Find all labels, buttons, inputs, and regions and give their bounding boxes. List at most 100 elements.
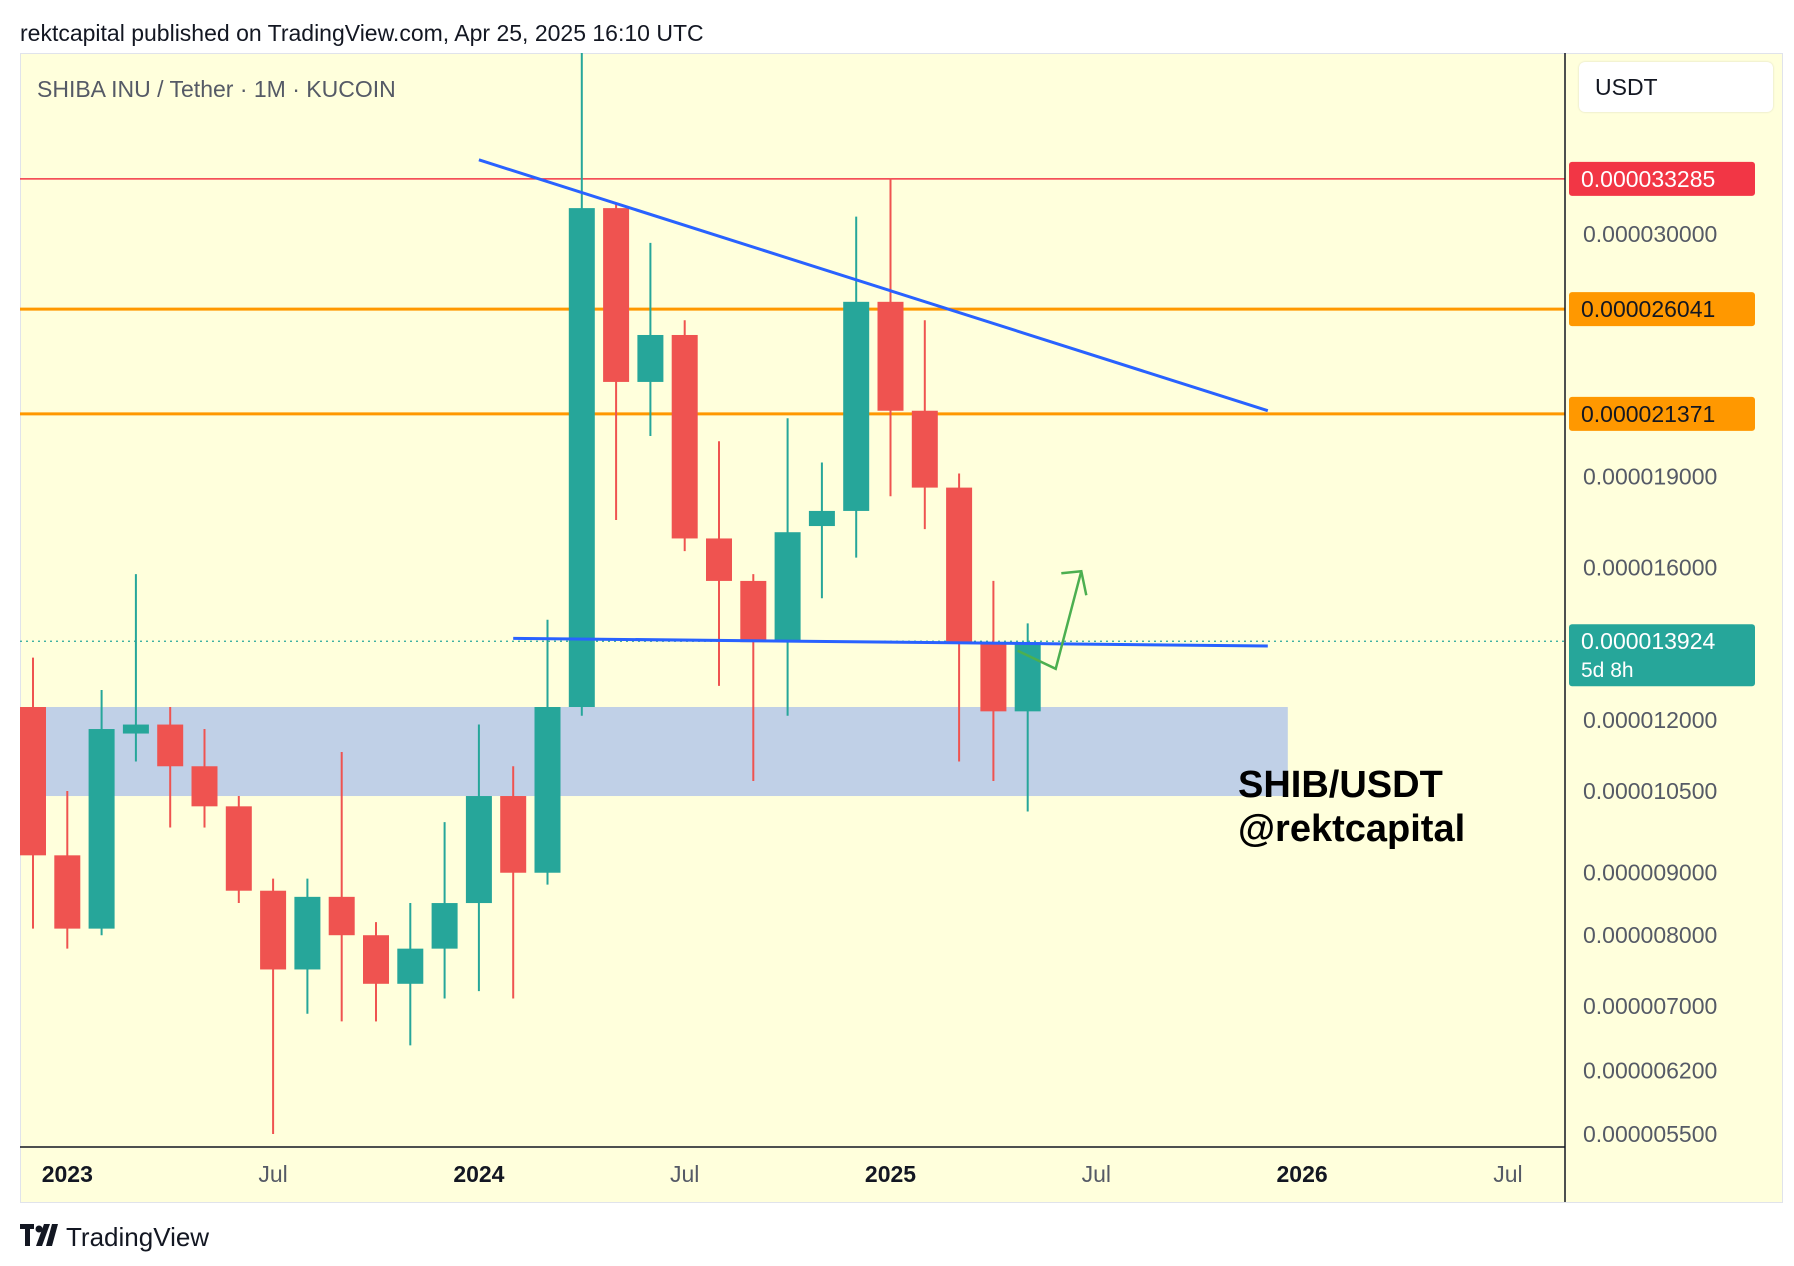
- price-label-2: 0.000021371: [1581, 401, 1715, 427]
- candle-body: [20, 707, 46, 856]
- candle-body: [294, 896, 321, 970]
- trendline-descending: [478, 158, 1269, 413]
- candle-body: [534, 707, 561, 873]
- candle-2023-04: [157, 707, 184, 828]
- candle-2023-10: [363, 922, 389, 1022]
- demand-zone: [20, 707, 1288, 797]
- candle-2024-12: [843, 216, 870, 558]
- candle-body: [397, 948, 424, 984]
- y-tick-label: 0.000030000: [1583, 221, 1717, 247]
- candle-2025-01: [877, 178, 904, 497]
- candle-2024-03: [534, 619, 561, 885]
- candle-2023-09: [328, 751, 355, 1022]
- candle-body: [122, 724, 149, 734]
- currency-selector[interactable]: USDT: [1579, 62, 1773, 112]
- candle-2023-02: [88, 690, 115, 936]
- footer-brand-name: TradingView: [66, 1221, 210, 1252]
- y-tick-label: 0.000007000: [1583, 993, 1717, 1019]
- candle-body: [328, 896, 355, 936]
- chart-watermark: SHIB/USDT @rektcapital: [1238, 763, 1465, 851]
- candle-body: [946, 487, 973, 643]
- x-tick-label: Jul: [1082, 1161, 1111, 1187]
- price-label-bg-2: [1569, 396, 1755, 431]
- candle-2024-10: [774, 418, 801, 716]
- candle-2023-12: [431, 822, 458, 999]
- chart-area[interactable]: [20, 53, 1783, 1203]
- candle-body: [191, 766, 218, 807]
- candle-body: [911, 410, 938, 488]
- y-tick-label: 0.000016000: [1583, 554, 1717, 580]
- candle-body: [877, 301, 904, 411]
- candle-body: [1014, 642, 1041, 712]
- candle-2024-02: [500, 766, 527, 999]
- candle-body: [431, 903, 458, 949]
- candle-body: [808, 510, 835, 527]
- candle-2024-11: [808, 462, 835, 599]
- x-tick-label: 2024: [453, 1161, 504, 1187]
- candle-body: [706, 538, 732, 581]
- x-tick-label: 2023: [42, 1161, 93, 1187]
- watermark-author: @rektcapital: [1238, 808, 1466, 850]
- published-line: rektcapital published on TradingView.com…: [20, 20, 704, 46]
- currency-label: USDT: [1595, 74, 1658, 100]
- candle-body: [225, 806, 252, 891]
- candle-body: [637, 334, 664, 382]
- candle-body: [774, 532, 801, 643]
- y-tick-label: 0.000006200: [1583, 1057, 1717, 1083]
- candle-2025-04: [980, 580, 1007, 781]
- candle-2023-05: [191, 729, 218, 828]
- candle-2023-07: [260, 878, 287, 1134]
- y-tick-label: 0.000010500: [1583, 778, 1717, 804]
- candle-body: [363, 935, 389, 984]
- candle-2023-11: [397, 903, 424, 1046]
- candle-body: [843, 301, 870, 511]
- bullish-arrow: [1017, 570, 1083, 671]
- y-tick-label: 0.000005500: [1583, 1121, 1717, 1147]
- candle-2023-06: [225, 796, 252, 904]
- current-price-bg: [1569, 624, 1755, 687]
- footer-brand[interactable]: TradingView: [20, 1222, 209, 1252]
- candle-2024-09: [740, 574, 767, 781]
- price-label-0: 0.000033285: [1581, 166, 1715, 192]
- x-tick-label: 2026: [1277, 1161, 1328, 1187]
- symbol-title: SHIBA INU / Tether · 1M · KUCOIN: [37, 76, 396, 102]
- candle-2023-01: [54, 790, 81, 949]
- price-label-1: 0.000026041: [1581, 296, 1715, 322]
- x-tick-label: Jul: [670, 1161, 699, 1187]
- candle-body: [603, 208, 630, 382]
- candle-2024-06: [637, 242, 664, 437]
- candle-2024-07: [671, 320, 698, 552]
- y-tick-label: 0.000019000: [1583, 463, 1717, 489]
- candle-body: [465, 796, 492, 904]
- y-tick-label: 0.000009000: [1583, 860, 1717, 886]
- x-tick-label: Jul: [1493, 1161, 1522, 1187]
- candle-body: [500, 796, 527, 873]
- current-price-label: 0.000013924: [1581, 628, 1716, 654]
- trendline-support: [513, 636, 1268, 648]
- candle-body: [260, 890, 287, 970]
- candle-body: [88, 729, 115, 929]
- candle-2023-03: [122, 574, 149, 762]
- candle-2024-04: [568, 53, 595, 716]
- x-tick-label: 2025: [865, 1161, 916, 1187]
- y-tick-label: 0.000012000: [1583, 707, 1717, 733]
- candle-body: [157, 724, 184, 767]
- price-label-bg-1: [1569, 292, 1755, 327]
- y-tick-label: 0.000008000: [1583, 922, 1717, 948]
- candle-body: [671, 334, 698, 539]
- x-tick-label: Jul: [258, 1161, 287, 1187]
- candle-body: [980, 642, 1007, 712]
- price-label-bg-0: [1569, 161, 1755, 196]
- candle-2025-03: [946, 473, 973, 762]
- candle-2024-08: [706, 441, 732, 686]
- candle-body: [54, 855, 81, 929]
- candle-2022-12: [20, 657, 46, 929]
- candle-countdown: 5d 8h: [1581, 659, 1634, 682]
- candle-2024-01: [465, 724, 492, 992]
- candle-2023-08: [294, 878, 321, 1014]
- candle-body: [740, 580, 767, 643]
- tradingview-logo-icon: [20, 1221, 58, 1253]
- bullish-arrow-head: [1061, 569, 1088, 596]
- candle-2025-02: [911, 320, 938, 530]
